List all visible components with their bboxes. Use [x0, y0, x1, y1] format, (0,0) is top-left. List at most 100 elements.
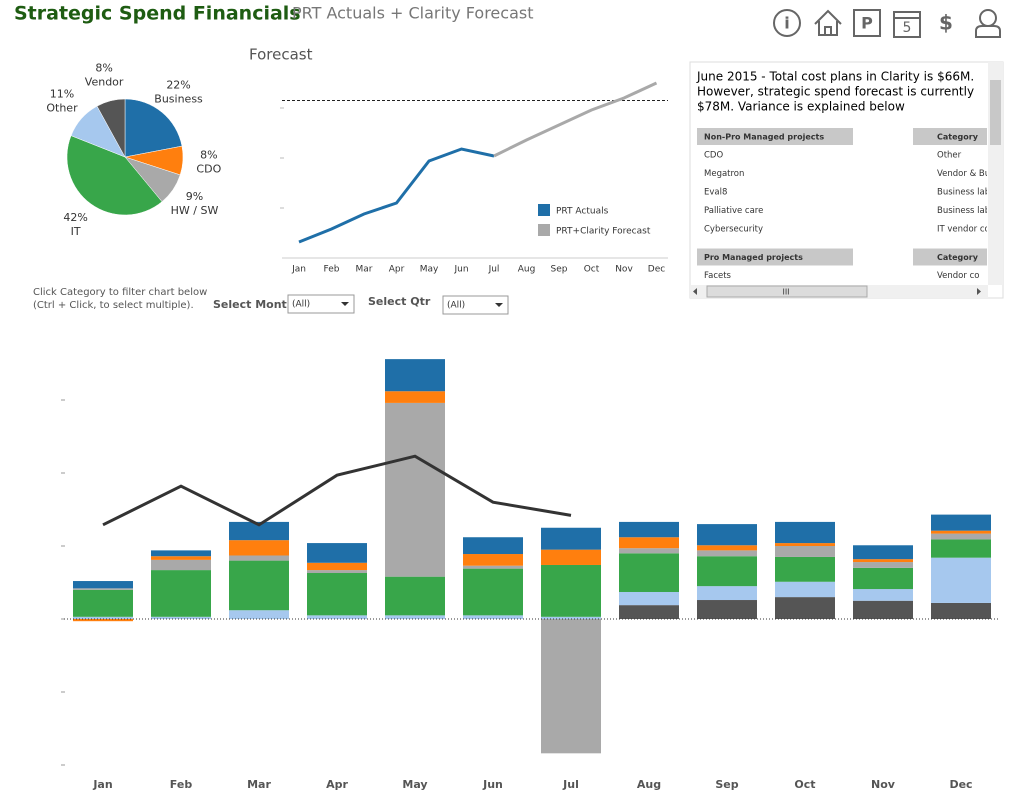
info-icon[interactable]: i	[773, 9, 801, 37]
bar-segment	[931, 557, 991, 603]
table-cell: Palliative care	[704, 206, 763, 216]
x-tick-label: May	[402, 778, 427, 791]
p-icon[interactable]: P	[853, 9, 881, 37]
bar-segment	[931, 514, 991, 531]
x-tick-label: Aug	[518, 265, 536, 275]
bar-segment	[151, 550, 211, 557]
bar-segment	[385, 359, 445, 392]
x-tick-label: Mar	[356, 265, 373, 275]
table-header: Non-Pro Managed projects	[704, 133, 824, 142]
bar-segment	[853, 589, 913, 601]
bar-segment	[73, 581, 133, 589]
x-tick-label: Sep	[551, 265, 568, 275]
icon-label: 5	[903, 20, 912, 36]
table-header: Category	[937, 253, 979, 262]
bar-segment	[307, 615, 367, 619]
pie-slice	[66, 135, 163, 216]
home-icon[interactable]	[814, 9, 842, 36]
bar-segment	[307, 562, 367, 571]
bar-segment	[541, 549, 601, 565]
slice-label: IT	[71, 225, 81, 238]
table-cell: CDO	[704, 151, 723, 161]
x-tick-label: Apr	[326, 778, 348, 791]
bar-segment	[697, 550, 757, 557]
table-header-bg	[697, 128, 853, 145]
month-select[interactable]: (All)	[287, 294, 355, 314]
filter-hint: Click Category to filter chart below	[33, 287, 207, 298]
bar-segment	[307, 570, 367, 574]
bar-segment	[73, 588, 133, 590]
table-header: Category	[937, 133, 979, 142]
x-tick-label: Jun	[453, 265, 468, 275]
bar-segment	[151, 570, 211, 617]
filter-hint: (Ctrl + Click, to select multiple).	[33, 300, 194, 311]
bar-segment	[229, 555, 289, 561]
pie-slice	[96, 98, 126, 158]
x-tick-label: Aug	[637, 778, 661, 791]
x-tick-label: Feb	[324, 265, 340, 275]
bar-segment	[463, 568, 523, 616]
bar-segment	[151, 556, 211, 560]
note-text: $78M. Variance is explained below	[697, 100, 905, 114]
bar-segment	[463, 615, 523, 619]
slice-label: Business	[154, 92, 203, 105]
slice-percent: 8%	[95, 62, 112, 75]
bar-segment	[775, 597, 835, 619]
calendar-icon[interactable]: 5	[893, 11, 921, 38]
bar-segment	[385, 576, 445, 616]
note-panel: June 2015 - Total cost plans in Clarity …	[689, 61, 1004, 299]
bar-segment	[853, 562, 913, 568]
bar-segment	[307, 573, 367, 616]
bar-segment	[229, 560, 289, 611]
user-icon[interactable]	[975, 9, 1001, 38]
bar-segment	[463, 554, 523, 566]
slice-percent: 11%	[50, 87, 74, 100]
bar-segment	[229, 610, 289, 619]
qtr-select[interactable]: (All)	[442, 295, 509, 315]
slice-percent: 42%	[63, 211, 87, 224]
bar-segment	[619, 605, 679, 619]
x-tick-label: May	[420, 265, 439, 275]
chart-title: Forecast	[249, 46, 313, 64]
legend-swatch	[538, 204, 550, 216]
x-tick-label: Oct	[584, 265, 600, 275]
bar-segment	[229, 540, 289, 556]
bar-segment	[151, 559, 211, 571]
filter-label: Select Month	[213, 298, 295, 311]
table-cell: Business lab	[937, 188, 990, 198]
bar-segment	[775, 581, 835, 598]
bar-segment	[463, 565, 523, 569]
slice-label: CDO	[196, 162, 221, 175]
bar-segment	[697, 545, 757, 551]
x-tick-label: Jan	[92, 778, 112, 791]
bar-segment	[541, 619, 601, 754]
bar-segment	[541, 616, 601, 619]
x-tick-label: Mar	[247, 778, 271, 791]
x-tick-label: Nov	[871, 778, 896, 791]
slice-percent: 8%	[200, 148, 217, 161]
bar-segment	[385, 391, 445, 403]
table-cell: Facets	[704, 271, 732, 281]
bar-segment	[385, 402, 445, 577]
bar-segment	[385, 615, 445, 619]
bar-segment	[775, 521, 835, 544]
slice-label: Other	[46, 101, 78, 114]
bar-segment	[697, 586, 757, 601]
subtitle: PRT Actuals + Clarity Forecast	[292, 4, 533, 23]
table-cell: Other	[937, 151, 962, 161]
table-header-bg	[697, 248, 853, 266]
title: Strategic Spend Financials	[14, 3, 301, 25]
bar-segment	[697, 556, 757, 587]
icon-label: i	[784, 14, 789, 33]
bar-segment	[697, 524, 757, 546]
x-tick-label: Jul	[488, 265, 500, 275]
table-cell: IT vendor co	[937, 225, 990, 235]
bar-segment	[775, 543, 835, 546]
slice-label: HW / SW	[171, 204, 219, 217]
select-value: (All)	[447, 301, 465, 311]
overlay-line	[102, 454, 572, 527]
bar-segment	[775, 546, 835, 557]
dollar-icon[interactable]: $	[939, 11, 953, 35]
bar-segment	[697, 600, 757, 619]
bar-segment	[931, 539, 991, 558]
